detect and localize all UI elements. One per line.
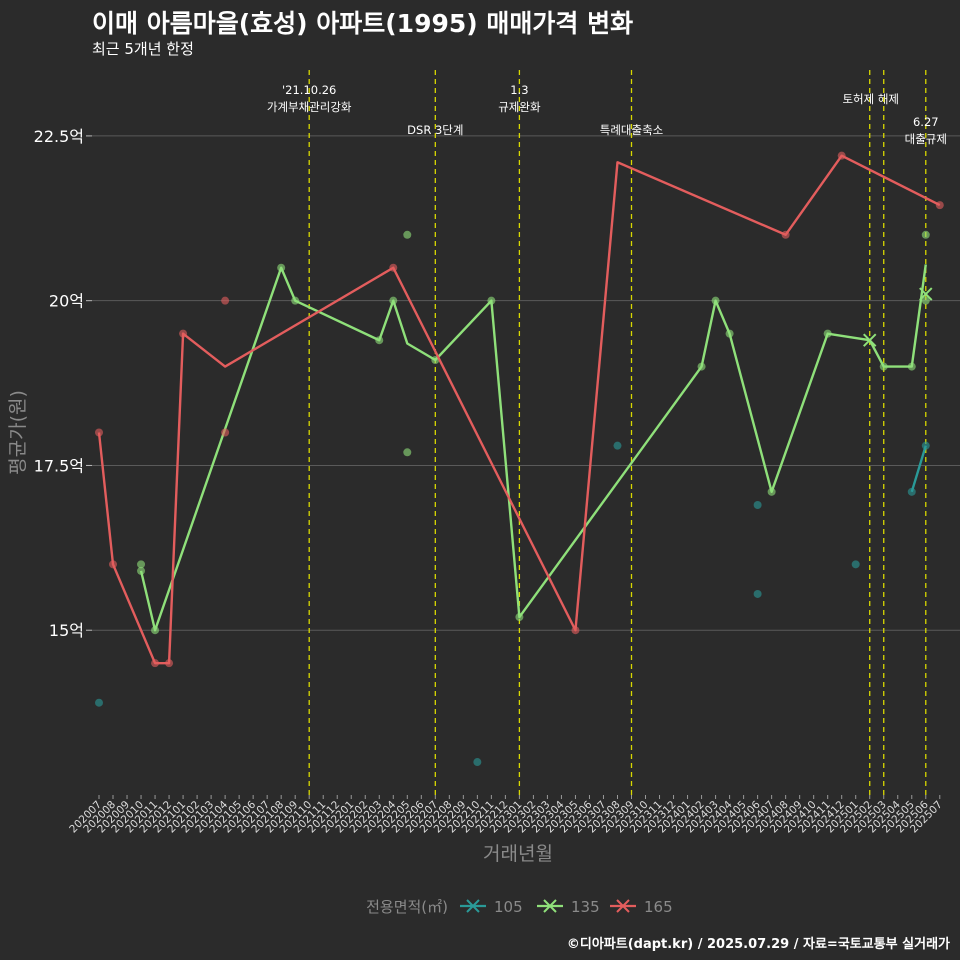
event-date-label: 1.3	[510, 83, 528, 97]
axis-layer: 15억17.5억20억22.5억202007202008202009202010…	[7, 127, 945, 865]
y-tick-label: 20억	[49, 292, 84, 311]
y-axis-title: 평균가(원)	[7, 390, 29, 475]
legend-swatch-cross	[466, 899, 480, 913]
legend: 전용면적(㎡) 105 135 165	[366, 898, 673, 916]
event-label: 규제완화	[498, 100, 541, 114]
chart-subtitle: 최근 5개년 한정	[92, 40, 194, 58]
data-point-135	[921, 230, 930, 239]
data-point-135	[921, 296, 930, 305]
legend-swatch-cross	[543, 899, 557, 913]
event-label: DSR 3단계	[407, 123, 463, 137]
data-point-135	[403, 448, 412, 457]
event-label: 대출규제	[905, 132, 947, 146]
data-point-165	[221, 428, 230, 437]
series-line-135	[139, 264, 927, 632]
data-point-105	[95, 698, 103, 707]
event-date-label: '21.10.26	[282, 83, 336, 97]
data-point-165	[221, 296, 230, 305]
legend-title: 전용면적(㎡)	[366, 898, 448, 916]
chart-title: 이매 아름마을(효성) 아파트(1995) 매매가격 변화	[92, 9, 634, 38]
data-point-105	[753, 589, 762, 598]
legend-label: 135	[571, 898, 600, 916]
y-tick-label: 22.5억	[34, 127, 84, 146]
data-point-105	[613, 441, 622, 450]
event-label: 가계부채관리강화	[267, 100, 352, 114]
data-point-135	[403, 230, 412, 239]
legend-label: 165	[644, 898, 673, 916]
legend-label: 105	[494, 898, 523, 916]
grid-layer	[92, 135, 960, 631]
source-caption: ©디아파트(dapt.kr) / 2025.07.29 / 자료=국토교통부 실…	[566, 937, 950, 952]
cross-marker-135	[863, 333, 877, 347]
data-point-135	[137, 560, 146, 569]
data-point-105	[851, 560, 860, 569]
y-tick-label: 15억	[49, 621, 84, 640]
legend-swatch-cross	[616, 899, 630, 913]
event-date-label: 6.27	[913, 115, 939, 129]
x-axis-title: 거래년월	[483, 843, 553, 865]
event-label: 특례대출축소	[600, 123, 663, 137]
event-label: 토허제 해제	[842, 92, 899, 106]
data-point-105	[753, 501, 762, 509]
cross-marker-135	[919, 287, 933, 301]
series-line-165	[97, 154, 941, 665]
data-point-105	[473, 758, 482, 767]
series-line-105	[910, 445, 927, 493]
y-tick-label: 17.5억	[34, 456, 84, 475]
series-layer	[95, 151, 944, 767]
